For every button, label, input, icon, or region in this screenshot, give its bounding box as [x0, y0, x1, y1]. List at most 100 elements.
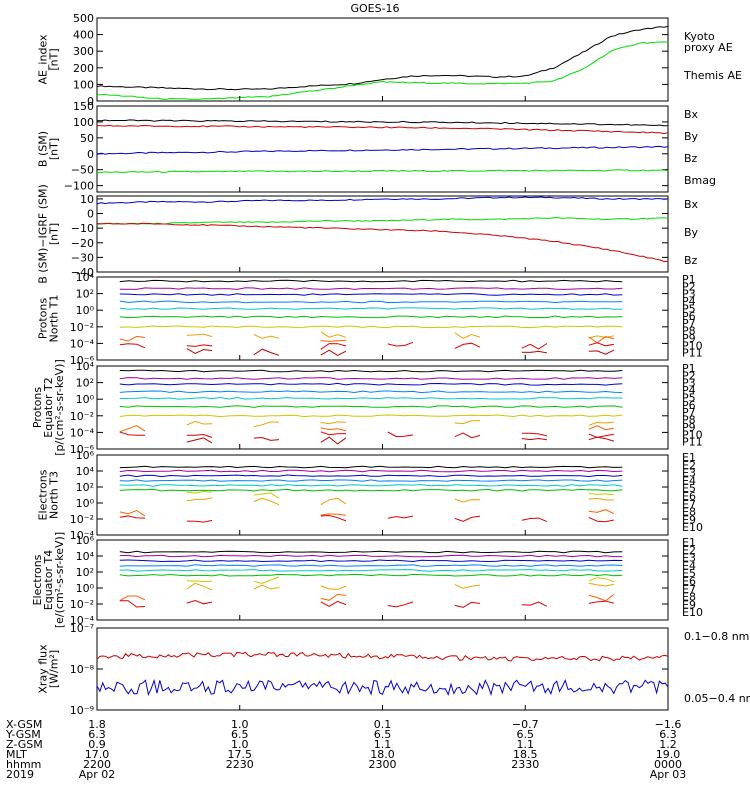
ytick-label-bsm: 50 — [80, 132, 94, 145]
ytick-label-bsm: −100 — [64, 180, 94, 193]
xaxis-value: 1.1 — [374, 738, 392, 751]
panel-frame-xray — [96, 627, 669, 711]
ytick-label-pt1: 10⁻⁶ — [70, 354, 95, 367]
channel-et4-E8 — [186, 582, 213, 591]
ytick-label-pt1: 10⁴ — [76, 271, 95, 284]
xaxis-row-label: X-GSM — [6, 718, 42, 731]
channel-et3-E1 — [119, 465, 623, 469]
channel-pt1-P10 — [521, 343, 548, 350]
channel-et3-E9 — [119, 509, 146, 517]
ytick-label-bigrf: −30 — [71, 251, 94, 264]
channel-pt2-P8 — [320, 421, 347, 425]
xaxis-value: 6.5 — [374, 728, 392, 741]
legend-bsm-2: Bz — [684, 152, 698, 165]
channel-pt2-P10 — [588, 433, 614, 438]
legend-pt1-P10: P10 — [682, 339, 703, 352]
channel-pt2-P5 — [119, 396, 623, 400]
xaxis-row-label: Y-GSM — [5, 728, 41, 741]
channel-et4-E5 — [119, 569, 623, 572]
xaxis-value: 2200 — [83, 758, 111, 771]
ytick-label-bsm: 150 — [73, 100, 94, 113]
xaxis-row-label: MLT — [6, 748, 27, 761]
ytick-label-et3: 10⁻⁴ — [70, 529, 95, 542]
ylabel-et4: Electrons — [31, 554, 44, 605]
xaxis-value: 18.0 — [370, 748, 395, 761]
ytick-label-bigrf: −10 — [71, 222, 94, 235]
ytick-label-ae: 100 — [73, 78, 94, 91]
ylabel-ae: [nT] — [48, 48, 61, 70]
series-ae-themis-ae — [96, 25, 669, 91]
ytick-label-et4: 10⁻² — [70, 598, 94, 611]
channel-pt2-P8 — [588, 421, 614, 426]
ytick-label-xray: 10⁻⁹ — [70, 704, 94, 717]
legend-et4-E2: E2 — [682, 544, 696, 557]
legend-pt1-P11: P11 — [682, 347, 703, 360]
xaxis-value: 1.1 — [517, 738, 535, 751]
legend-ae-0: Kyoto — [684, 30, 715, 43]
xaxis-value: 0.9 — [88, 738, 106, 751]
channel-pt1-P8 — [588, 335, 614, 339]
channel-et3-E10 — [186, 519, 213, 523]
channel-pt1-P10 — [186, 344, 213, 347]
ylabel-pt1: North T1 — [48, 295, 61, 343]
ylabel-bsm: B (SM) — [37, 131, 50, 167]
ytick-label-pt2: 10⁻⁶ — [70, 443, 95, 456]
channel-pt2-P8 — [454, 420, 481, 425]
channel-pt2-P4 — [119, 390, 623, 394]
channel-et3-E5 — [119, 484, 623, 487]
channel-pt2-P10 — [521, 432, 548, 437]
legend-et4-E7: E7 — [682, 583, 696, 596]
ytick-label-pt2: 10⁻⁴ — [70, 426, 95, 439]
legend-et4-E1: E1 — [682, 536, 696, 549]
legend-et4-E9: E9 — [682, 598, 696, 611]
channel-pt1-P7 — [119, 325, 623, 329]
legend-bigrf-2: Bz — [684, 254, 698, 267]
channel-et4-E8 — [320, 585, 347, 590]
channel-pt2-P6 — [119, 405, 623, 408]
xaxis-value: 6.3 — [88, 728, 106, 741]
channel-et3-E4 — [119, 479, 623, 482]
channel-pt1-P2 — [119, 287, 623, 290]
ytick-label-et4: 10⁴ — [76, 550, 95, 563]
channel-et3-E8 — [186, 497, 213, 502]
channel-et4-E9 — [119, 595, 146, 602]
ylabel-bigrf: [nT] — [48, 223, 61, 245]
ytick-label-ae: 0 — [87, 95, 94, 108]
legend-xray-1: 0.05−0.4 nm — [684, 692, 750, 705]
legend-pt2-P2: P2 — [682, 369, 696, 382]
legend-et4-E5: E5 — [682, 567, 696, 580]
xaxis-value: Apr 02 — [79, 768, 116, 781]
channel-pt1-P9 — [119, 335, 146, 342]
legend-et3-E3: E3 — [682, 467, 696, 480]
xaxis-value: 6.3 — [659, 728, 677, 741]
channel-et4-E7 — [253, 576, 280, 584]
legend-pt1-P6: P6 — [682, 310, 696, 323]
xaxis-value: −0.7 — [512, 718, 539, 731]
channel-pt1-P6 — [119, 315, 623, 319]
series-bigrf-bx — [96, 196, 669, 205]
series-bigrf-bz — [96, 222, 669, 263]
xaxis-value: 2330 — [511, 758, 539, 771]
ytick-label-et4: 10⁶ — [76, 534, 95, 547]
legend-et3-E4: E4 — [682, 474, 696, 487]
channel-et3-E7 — [588, 492, 614, 496]
channel-et4-E8 — [588, 582, 615, 587]
xaxis-value: 0000 — [654, 758, 682, 771]
ytick-label-ae: 300 — [73, 45, 94, 58]
series-ae-kyoto-proxy-ae — [97, 41, 669, 100]
channel-et4-E4 — [119, 564, 623, 567]
legend-et3-E10: E10 — [682, 521, 703, 534]
legend-pt1-P8: P8 — [682, 325, 696, 338]
channel-pt2-P9 — [320, 427, 347, 432]
channel-et3-E2 — [119, 469, 623, 473]
channel-pt2-P1 — [119, 369, 623, 373]
xaxis-value: 0.1 — [374, 718, 392, 731]
ytick-label-pt1: 10⁰ — [76, 304, 95, 317]
channel-et3-E8 — [588, 497, 614, 501]
channel-pt2-P11 — [320, 436, 347, 445]
channel-pt2-P8 — [186, 420, 213, 426]
channel-pt2-P11 — [186, 437, 213, 444]
xaxis-value: −1.6 — [655, 718, 682, 731]
ytick-label-bsm: 0 — [87, 148, 94, 161]
